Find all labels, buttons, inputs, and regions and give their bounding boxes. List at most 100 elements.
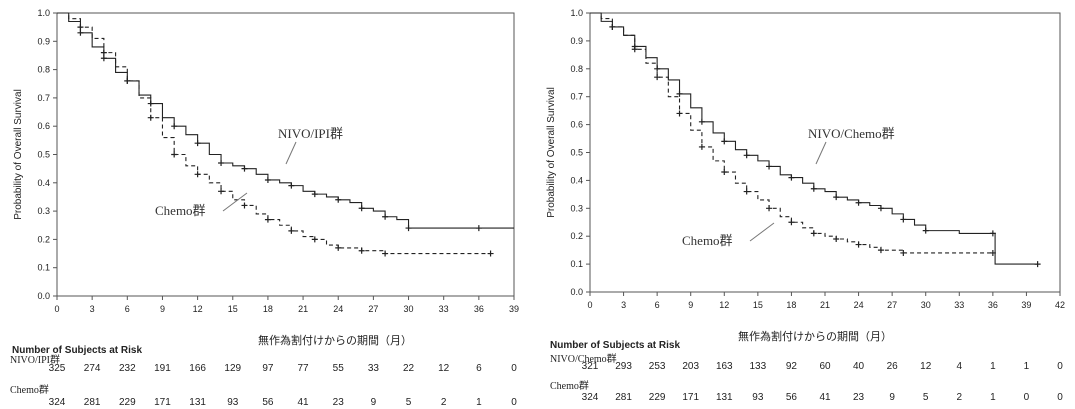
censor-mark [721,169,728,176]
censor-mark [788,174,795,181]
y-tick-label: 0.5 [570,148,583,158]
risk-count: 60 [819,361,831,372]
leader-line [749,222,775,242]
risk-count: 1 [990,392,996,403]
series-label-chemo: Chemo群 [682,233,733,248]
y-tick-label: 0.2 [37,234,50,244]
x-tick-label: 27 [368,304,378,314]
risk-count: 131 [716,392,733,403]
x-tick-label: 39 [509,304,519,314]
censor-mark [100,55,107,62]
y-tick-label: 0.3 [37,206,50,216]
censor-mark [676,90,683,97]
censor-mark [631,46,638,53]
censor-mark [100,49,107,56]
censor-mark [264,176,271,183]
risk-count: 253 [649,361,666,372]
risk-count: 131 [189,397,206,408]
series-line-treatment [57,12,514,229]
y-tick-label: 0.1 [37,263,50,273]
risk-count: 23 [853,392,865,403]
x-tick-label: 15 [753,300,763,310]
censor-mark [1034,261,1041,268]
censor-mark [743,152,750,159]
censor-mark [358,247,365,254]
risk-count: 92 [786,361,798,372]
risk-count: 0 [1024,392,1030,403]
censor-mark [487,250,494,257]
risk-count: 41 [298,397,310,408]
censor-mark [241,165,248,172]
y-tick-label: 0.4 [570,175,583,185]
x-tick-label: 33 [439,304,449,314]
censor-mark [698,143,705,150]
y-tick-label: 0.8 [37,65,50,75]
y-tick-label: 0.7 [570,92,583,102]
x-tick-label: 18 [786,300,796,310]
x-tick-label: 24 [854,300,864,310]
plot-frame [56,12,515,297]
censor-mark [218,188,225,195]
y-tick-label: 0.9 [570,36,583,46]
x-tick-label: 21 [298,304,308,314]
censor-mark [311,191,318,198]
km-chart-1: 0.00.10.20.30.40.50.60.70.80.91.00 3 6 9 12 1… [10,8,519,408]
risk-table-title: Number of Subjects at Risk [550,340,680,351]
x-axis-label: 無作為割付けからの期間（月） [738,329,892,343]
censor-mark [124,77,131,84]
censor-mark [77,29,84,36]
risk-count: 171 [154,397,171,408]
x-tick-label: 24 [333,304,343,314]
risk-count: 97 [262,363,274,374]
risk-count: 9 [889,392,895,403]
series-line-chemo [590,12,993,254]
leader-line [815,141,827,165]
y-tick-label: 0.1 [570,259,583,269]
censor-mark [855,241,862,248]
x-axis-label: 無作為割付けからの期間（月） [258,333,412,347]
censor-mark [922,227,929,234]
risk-count: 5 [923,392,929,403]
y-tick-label: 0.9 [37,36,50,46]
risk-count: 232 [119,363,136,374]
risk-count: 56 [262,397,274,408]
x-tick-label: 18 [263,304,273,314]
censor-mark [288,182,295,189]
plot-frame [589,12,1061,293]
censor-mark [833,194,840,201]
risk-count: 93 [752,392,764,403]
censor-mark [311,236,318,243]
risk-count: 12 [920,361,932,372]
censor-mark [358,205,365,212]
risk-count: 6 [476,363,482,374]
y-axis-label: Probability of Overall Survival [13,89,24,220]
y-tick-label: 0.7 [37,93,50,103]
x-tick-label: 0 [54,304,59,314]
censor-mark [335,244,342,251]
risk-count: 55 [333,363,345,374]
risk-count: 0 [1057,361,1063,372]
x-tick-label: 36 [988,300,998,310]
risk-count: 0 [1057,392,1063,403]
censor-mark [218,159,225,166]
censor-mark [788,219,795,226]
censor-mark [989,249,996,256]
risk-count: 33 [368,363,380,374]
censor-mark [698,118,705,125]
risk-count: 129 [224,363,241,374]
risk-count: 324 [49,397,66,408]
x-tick-label: 15 [228,304,238,314]
risk-count: 321 [582,361,599,372]
risk-count: 0 [511,363,517,374]
risk-count: 133 [750,361,767,372]
x-tick-label: 30 [404,304,414,314]
risk-count: 77 [298,363,310,374]
series-label-treatment: NIVO/Chemo群 [808,126,895,141]
censor-mark [743,188,750,195]
series-line-treatment [590,12,1038,265]
x-tick-label: 36 [474,304,484,314]
censor-mark [900,216,907,223]
y-tick-label: 0.6 [570,120,583,130]
risk-count: 171 [682,392,699,403]
x-tick-label: 39 [1021,300,1031,310]
